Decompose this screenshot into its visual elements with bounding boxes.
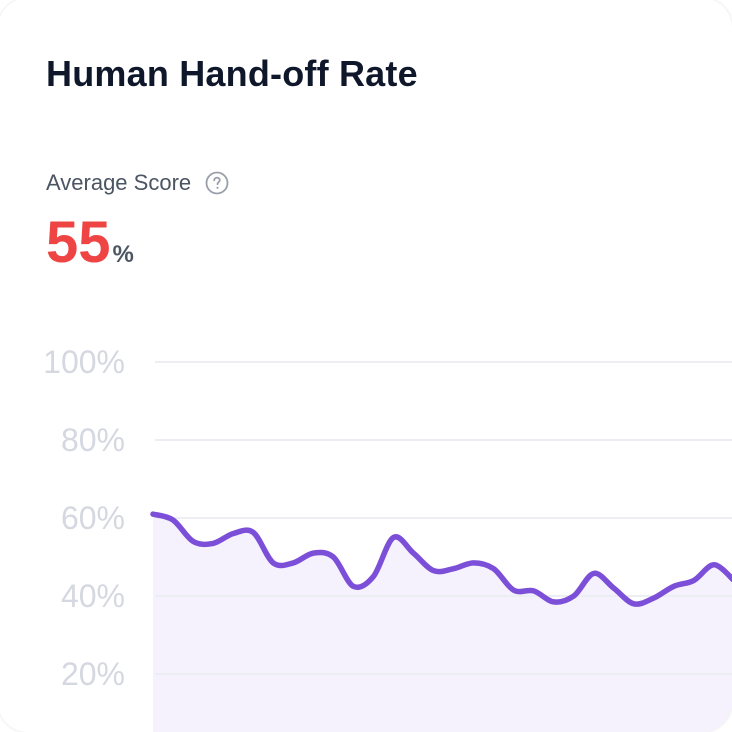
data-point-10 bbox=[351, 584, 355, 588]
series-area-fill bbox=[153, 514, 732, 732]
y-tick-label-60: 60% bbox=[61, 500, 125, 536]
data-point-16 bbox=[472, 561, 476, 565]
data-point-26 bbox=[672, 584, 676, 588]
y-tick-label-80: 80% bbox=[61, 422, 125, 458]
data-point-4 bbox=[231, 532, 235, 536]
y-tick-label-20: 20% bbox=[61, 656, 125, 692]
card-title: Human Hand-off Rate bbox=[46, 53, 418, 94]
data-point-8 bbox=[311, 551, 315, 555]
series-line bbox=[150, 511, 732, 607]
question-circle-icon[interactable] bbox=[205, 171, 229, 195]
data-point-13 bbox=[411, 551, 415, 555]
average-score: 55 % bbox=[46, 210, 134, 276]
average-score-value: 55 bbox=[46, 210, 111, 275]
data-point-1 bbox=[171, 518, 175, 522]
data-point-21 bbox=[572, 594, 576, 598]
data-point-11 bbox=[371, 575, 375, 579]
y-tick-label-100: 100% bbox=[43, 344, 125, 380]
data-point-5 bbox=[251, 530, 255, 534]
data-point-3 bbox=[211, 541, 215, 545]
data-point-12 bbox=[391, 536, 395, 540]
data-point-0 bbox=[151, 512, 155, 516]
data-point-14 bbox=[432, 569, 436, 573]
data-point-6 bbox=[271, 561, 275, 565]
data-point-20 bbox=[552, 600, 556, 604]
data-point-22 bbox=[592, 571, 596, 575]
data-point-24 bbox=[632, 602, 636, 606]
data-point-9 bbox=[331, 555, 335, 559]
average-score-label-row: Average Score bbox=[46, 168, 229, 198]
data-point-19 bbox=[532, 589, 536, 593]
data-point-2 bbox=[191, 539, 195, 543]
data-point-28 bbox=[712, 563, 716, 567]
data-point-17 bbox=[492, 567, 496, 571]
average-score-unit: % bbox=[112, 241, 134, 268]
data-point-18 bbox=[512, 588, 516, 592]
data-point-27 bbox=[692, 578, 696, 582]
average-score-label: Average Score bbox=[46, 170, 192, 195]
data-point-25 bbox=[652, 596, 656, 600]
data-point-23 bbox=[612, 586, 616, 590]
data-point-7 bbox=[291, 561, 295, 565]
data-point-15 bbox=[452, 567, 456, 571]
y-tick-label-40: 40% bbox=[61, 578, 125, 614]
